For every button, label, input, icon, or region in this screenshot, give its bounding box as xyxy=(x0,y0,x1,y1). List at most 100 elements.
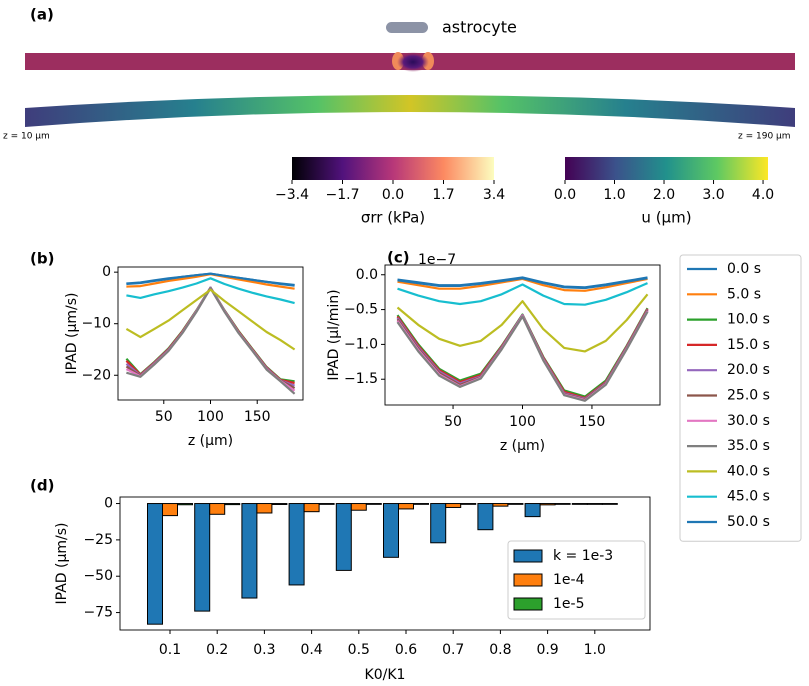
x-axis-label: z (µm) xyxy=(500,438,545,454)
x-tick-label: 0.1 xyxy=(159,642,181,658)
x-tick-label: 0.9 xyxy=(536,642,558,658)
bar xyxy=(350,503,367,511)
colorbar-tick-label: 1.7 xyxy=(432,187,454,203)
axes-frame xyxy=(119,496,651,631)
y-tick-label: 0 xyxy=(102,264,111,280)
x-tick-label: 0.6 xyxy=(395,642,417,658)
legend-swatch xyxy=(513,573,543,587)
bar xyxy=(492,503,509,507)
y-axis-label: IPAD (µm/s) xyxy=(64,293,80,375)
colorbar-tick-label: 0.0 xyxy=(382,187,404,203)
x-tick-label: 50 xyxy=(444,414,462,430)
bar xyxy=(194,503,211,612)
line xyxy=(125,288,296,351)
colorbar-label: σrr (kPa) xyxy=(361,209,425,227)
legend-label: 20.0 s xyxy=(727,362,770,378)
astrocyte-swatch xyxy=(386,22,428,33)
legend-label: 45.0 s xyxy=(727,489,770,505)
y-tick-label: −75 xyxy=(83,605,113,621)
line xyxy=(396,310,649,402)
bar xyxy=(586,503,603,505)
legend-label: 40.0 s xyxy=(727,463,770,479)
bar xyxy=(445,503,462,508)
x-tick-label: 0.2 xyxy=(206,642,228,658)
bar xyxy=(477,503,494,531)
y-tick-label: −1.0 xyxy=(344,336,378,352)
y-tick-label: −50 xyxy=(83,568,113,584)
bar xyxy=(539,503,556,506)
legend-label: 35.0 s xyxy=(727,438,770,454)
y-axis-label: IPAD (µm/s) xyxy=(54,523,70,605)
x-tick-label: 100 xyxy=(197,409,224,425)
line xyxy=(396,311,649,402)
bar xyxy=(507,503,524,505)
legend-label: 25.0 s xyxy=(727,388,770,404)
line xyxy=(126,277,295,305)
colorbar-tick-label: −1.7 xyxy=(326,187,360,203)
colorbar-label: u (µm) xyxy=(641,209,691,227)
bar xyxy=(224,503,241,506)
y-tick-label: 0.0 xyxy=(356,267,378,283)
bar xyxy=(460,503,477,505)
line xyxy=(397,277,648,290)
displacement-map xyxy=(25,95,795,127)
colorbar xyxy=(565,157,768,180)
panel-label: (c) xyxy=(387,249,410,267)
bar xyxy=(398,503,414,510)
legend-label: 0.0 s xyxy=(727,261,761,277)
bar xyxy=(335,503,352,571)
bar xyxy=(209,503,226,515)
legend-label: astrocyte xyxy=(442,18,517,37)
x-axis-label: K0/K1 xyxy=(365,667,406,683)
legend-label: 5.0 s xyxy=(727,286,761,302)
line xyxy=(396,308,649,400)
bar xyxy=(383,503,399,558)
legend-swatch xyxy=(513,597,543,611)
bar xyxy=(571,503,588,505)
panel-label: (d) xyxy=(30,477,54,495)
x-tick-label: 50 xyxy=(155,409,173,425)
x-tick-label: 0.4 xyxy=(300,642,322,658)
y-tick-label: −20 xyxy=(81,367,111,383)
x-tick-label: 0.3 xyxy=(253,642,275,658)
bar xyxy=(601,503,618,505)
legend-swatch xyxy=(513,549,543,563)
line xyxy=(396,309,649,400)
colorbar-tick-label: 2.0 xyxy=(653,187,675,203)
bar xyxy=(524,503,541,518)
y-tick-label: −1.5 xyxy=(344,371,378,387)
colorbar xyxy=(292,157,494,180)
legend-label: 15.0 s xyxy=(727,337,770,353)
panel-label: (b) xyxy=(30,250,54,268)
offset-text: 1e−7 xyxy=(418,252,456,268)
legend-label: 1e-5 xyxy=(553,596,584,612)
line xyxy=(126,287,296,395)
line xyxy=(125,287,296,392)
y-tick-label: −0.5 xyxy=(344,302,378,318)
x-tick-label: 100 xyxy=(509,414,536,430)
x-axis-label: z (µm) xyxy=(188,433,233,449)
annotation: z = 190 µm xyxy=(738,132,791,142)
y-tick-label: 0 xyxy=(104,496,113,512)
line xyxy=(396,293,649,353)
bar xyxy=(271,503,288,505)
colorbar-tick-label: 1.0 xyxy=(603,187,625,203)
legend-label: 50.0 s xyxy=(727,514,770,530)
bar xyxy=(365,503,382,505)
bar xyxy=(256,503,273,514)
bar xyxy=(303,503,320,513)
line xyxy=(125,286,295,385)
line xyxy=(396,307,649,398)
line xyxy=(396,309,649,401)
y-tick-label: −10 xyxy=(81,316,111,332)
line xyxy=(397,282,648,306)
bar xyxy=(241,503,258,599)
bar xyxy=(430,503,447,544)
colorbar-tick-label: 3.4 xyxy=(483,187,505,203)
bar xyxy=(413,503,429,505)
legend-label: 30.0 s xyxy=(727,413,770,429)
legend-label: 10.0 s xyxy=(727,312,770,328)
annotation: z = 10 µm xyxy=(3,132,50,142)
bar xyxy=(288,503,305,586)
